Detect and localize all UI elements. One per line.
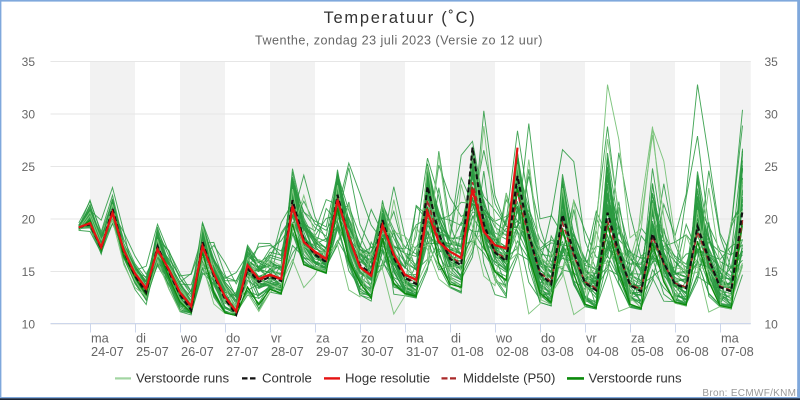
svg-text:ma: ma [721,330,740,345]
svg-text:10: 10 [765,317,779,331]
svg-text:35: 35 [765,55,779,69]
svg-text:29-07: 29-07 [316,344,349,359]
svg-text:zo: zo [361,330,375,345]
svg-text:ma: ma [91,330,110,345]
svg-text:25: 25 [765,160,779,174]
svg-text:20: 20 [765,212,779,226]
svg-text:27-07: 27-07 [226,344,259,359]
svg-text:04-08: 04-08 [586,344,619,359]
svg-text:Middelste (P50): Middelste (P50) [463,371,555,386]
svg-text:di: di [136,330,146,345]
svg-text:28-07: 28-07 [271,344,304,359]
svg-text:03-08: 03-08 [541,344,574,359]
svg-text:01-08: 01-08 [451,344,484,359]
svg-text:10: 10 [22,317,36,331]
svg-text:Twenthe, zondag 23 juli 2023 (: Twenthe, zondag 23 juli 2023 (Versie zo … [255,33,543,47]
svg-text:Bron: ECMWF/KNMI: Bron: ECMWF/KNMI [702,388,799,399]
svg-text:26-07: 26-07 [181,344,214,359]
svg-text:30-07: 30-07 [361,344,394,359]
svg-text:vr: vr [271,330,282,345]
svg-text:24-07: 24-07 [91,344,124,359]
svg-text:30: 30 [765,107,779,121]
svg-text:za: za [631,330,645,345]
svg-text:25: 25 [22,160,36,174]
svg-text:vr: vr [586,330,597,345]
svg-text:ma: ma [406,330,425,345]
svg-text:Temperatuur (˚C): Temperatuur (˚C) [324,9,477,27]
svg-text:do: do [541,330,555,345]
svg-text:Hoge resolutie: Hoge resolutie [345,371,430,386]
svg-text:wo: wo [495,330,512,345]
svg-text:05-08: 05-08 [631,344,664,359]
svg-text:wo: wo [180,330,197,345]
svg-text:35: 35 [22,55,36,69]
svg-text:31-07: 31-07 [406,344,439,359]
svg-text:do: do [226,330,240,345]
svg-text:di: di [451,330,461,345]
svg-text:02-08: 02-08 [496,344,529,359]
svg-text:06-08: 06-08 [676,344,709,359]
svg-text:30: 30 [22,107,36,121]
svg-text:Controle: Controle [262,371,312,386]
svg-text:15: 15 [22,265,36,279]
svg-text:za: za [316,330,330,345]
svg-text:Verstoorde runs: Verstoorde runs [136,371,230,386]
svg-text:Verstoorde runs: Verstoorde runs [589,371,683,386]
svg-text:15: 15 [765,265,779,279]
svg-text:zo: zo [676,330,690,345]
svg-text:20: 20 [22,212,36,226]
svg-text:07-08: 07-08 [721,344,754,359]
svg-text:25-07: 25-07 [136,344,169,359]
